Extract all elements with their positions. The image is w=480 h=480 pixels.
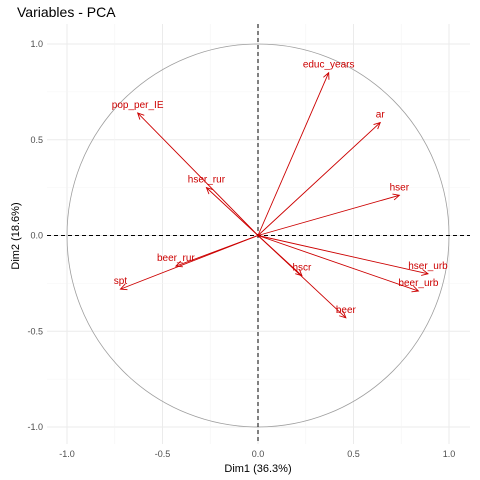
y-tick-label: -0.5 [27, 326, 43, 336]
y-axis-title: Dim2 (18.6%) [10, 202, 22, 269]
x-tick-label: 0.0 [252, 449, 265, 459]
chart-title: Variables - PCA [17, 4, 116, 20]
x-axis-title: Dim1 (36.3%) [224, 463, 291, 475]
variable-arrow [257, 72, 330, 236]
variable-label: hscr [292, 263, 312, 274]
variable-arrowhead [119, 283, 128, 291]
variable-label: beer_rur [157, 253, 195, 264]
variable-arrow [257, 235, 419, 292]
variable-arrowhead [205, 186, 214, 195]
x-tick-label: -1.0 [59, 449, 75, 459]
tick-layer: -1.0 -0.5 0.0 0.5 1.0 -1.0 -0.5 0.0 0.5 1.0 [27, 39, 455, 459]
y-tick-label: 1.0 [30, 39, 43, 49]
variable-arrow [257, 235, 429, 275]
variable-arrowhead [174, 260, 183, 268]
variable-arrowhead [373, 121, 381, 130]
variable-label: educ_years [303, 60, 355, 71]
variable-arrow [137, 112, 259, 236]
variable-arrow [257, 122, 381, 236]
variable-arrowhead [421, 269, 429, 276]
variable-arrow [206, 187, 259, 236]
x-tick-label: 0.5 [347, 449, 360, 459]
variable-arrowhead [339, 311, 347, 319]
variable-label: ar [376, 110, 386, 121]
y-tick-label: 0.5 [30, 135, 43, 145]
variable-label: hser_urb [408, 261, 448, 272]
variable-arrow [120, 235, 259, 290]
y-tick-label: -1.0 [27, 422, 43, 432]
variable-label: beer [336, 305, 357, 316]
x-tick-label: 1.0 [443, 449, 456, 459]
variable-arrowhead [392, 193, 401, 201]
variable-label: spt [114, 276, 128, 287]
variable-label: beer_urb [398, 278, 438, 289]
variable-label: hser [390, 182, 410, 193]
variable-arrowhead [411, 285, 420, 293]
variable-label: hser_rur [188, 175, 226, 186]
variable-arrow [257, 194, 400, 236]
x-tick-label: -0.5 [155, 449, 171, 459]
variable-arrowhead [136, 112, 145, 120]
variable-arrowhead [323, 71, 330, 80]
y-tick-label: 0.0 [30, 231, 43, 241]
variable-arrow [257, 235, 347, 319]
variable-arrowhead [295, 269, 303, 277]
variable-label: pop_per_IE [112, 100, 164, 111]
